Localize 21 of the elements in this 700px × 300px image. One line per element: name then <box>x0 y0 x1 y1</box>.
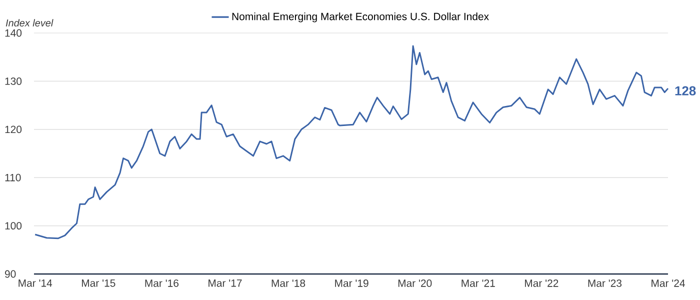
y-tick-label: 100 <box>5 222 22 230</box>
y-tick-label: 120 <box>5 126 22 134</box>
legend-label: Nominal Emerging Market Economies U.S. Dollar Index <box>232 12 489 22</box>
x-tick-label: Mar '24 <box>652 280 685 287</box>
x-tick-label: Mar '21 <box>462 280 495 287</box>
x-tick-label: Mar '14 <box>18 280 52 287</box>
x-tick-label: Mar '20 <box>398 280 432 287</box>
x-tick-label: Mar '19 <box>335 280 368 287</box>
x-tick-label: Mar '15 <box>82 280 116 287</box>
x-tick-label: Mar '18 <box>272 280 306 287</box>
y-tick-label: 130 <box>5 78 22 85</box>
y-tick-label: 140 <box>5 29 22 37</box>
y-tick-label: 110 <box>5 174 21 182</box>
x-tick-label: Mar '16 <box>145 280 178 287</box>
y-tick-label: 90 <box>5 270 16 278</box>
x-tick-label: Mar '23 <box>588 280 622 287</box>
y-axis-title: Index level <box>6 19 54 26</box>
x-tick-label: Mar '22 <box>525 280 558 287</box>
annotation: 128 <box>675 86 696 96</box>
line-series <box>34 45 669 240</box>
x-tick-label: Mar '17 <box>208 280 242 287</box>
